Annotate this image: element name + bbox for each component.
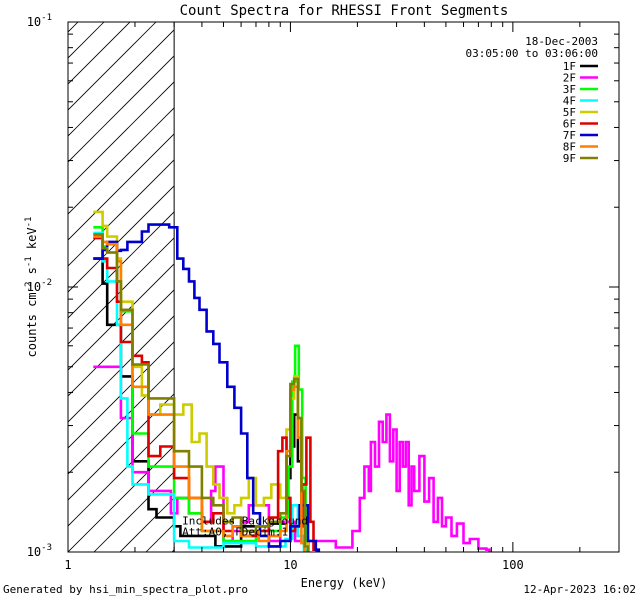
y-tick-base: 10	[27, 15, 41, 29]
hatch-line	[68, 419, 175, 527]
hatch-line	[0, 22, 26, 552]
series-4f-line	[93, 231, 309, 552]
x-tick-labels: 1 10 100	[64, 558, 523, 572]
y-axis-label-s: s	[25, 267, 39, 281]
y-axis-label-exp1: -2	[24, 282, 34, 293]
hatch-line	[68, 55, 175, 163]
x-tick-label: 100	[502, 558, 524, 572]
hatch-line	[68, 211, 175, 319]
y-tick-exponent: -2	[41, 278, 52, 288]
hatch-line	[68, 22, 131, 85]
hatch-line	[68, 29, 175, 137]
y-tick-label: 10-2	[27, 278, 52, 294]
x-tick-label: 1	[64, 558, 71, 572]
legend-label-2f: 2F	[563, 72, 576, 85]
x-tick-label: 10	[283, 558, 297, 572]
legend: 18-Dec-2003 03:05:00 to 03:06:00 1F2F3F4…	[466, 35, 598, 165]
legend-date: 18-Dec-2003	[525, 35, 598, 48]
y-axis-label-exp3: -1	[24, 217, 34, 228]
y-axis-label: counts cm-2 s-1 keV-1	[24, 217, 39, 358]
hatch-line	[406, 22, 640, 552]
plot-annotation: Includes Background Att:A0, FDecim:1	[182, 514, 314, 538]
y-tick-base: 10	[27, 545, 41, 559]
y-tick-exponent: -3	[41, 543, 52, 553]
hatch-line	[68, 81, 175, 189]
y-axis-label-kev: keV	[25, 227, 39, 256]
legend-label-5f: 5F	[563, 106, 576, 119]
hatch-line	[68, 289, 175, 397]
y-tick-label: 10-3	[27, 543, 52, 559]
hatch-line	[68, 263, 175, 371]
hatch-line	[68, 445, 175, 552]
legend-label-3f: 3F	[563, 83, 576, 96]
y-axis-label-base: counts cm	[25, 292, 39, 357]
series-9f-line	[93, 233, 310, 552]
hatch-line	[432, 22, 640, 552]
hatch-line	[68, 107, 175, 215]
y-axis-label-exp2: -1	[24, 256, 34, 267]
y-tick-exponent: -1	[41, 13, 52, 23]
legend-label-8f: 8F	[563, 141, 576, 154]
chart-title: Count Spectra for RHESSI Front Segments	[180, 3, 509, 19]
legend-label-7f: 7F	[563, 129, 576, 142]
annotation-line-1: Includes Background	[182, 514, 308, 527]
hatch-line	[68, 367, 175, 475]
annotation-line-2: Att:A0, FDecim:1	[182, 525, 288, 538]
legend-label-1f: 1F	[563, 60, 576, 73]
y-tick-base: 10	[27, 280, 41, 294]
axis-ticks	[67, 21, 620, 553]
y-tick-labels: 10-310-210-1	[27, 13, 52, 559]
series-layer	[93, 210, 491, 552]
footer-generated-by: Generated by hsi_min_spectra_plot.pro	[3, 583, 249, 596]
footer-timestamp: 12-Apr-2023 16:02	[523, 583, 636, 596]
y-tick-label: 10-1	[27, 13, 52, 29]
series-5f-line	[93, 210, 310, 552]
hatch-line	[68, 22, 105, 59]
legend-label-4f: 4F	[563, 95, 576, 108]
hatch-line	[68, 393, 175, 501]
hatch-line	[68, 237, 175, 345]
legend-label-6f: 6F	[563, 118, 576, 131]
series-8f-line	[93, 235, 306, 552]
hatched-region	[0, 22, 640, 552]
legend-time-range: 03:05:00 to 03:06:00	[466, 47, 598, 60]
x-axis-label: Energy (keV)	[301, 576, 388, 590]
legend-label-9f: 9F	[563, 152, 576, 165]
series-7f-line	[93, 223, 321, 552]
